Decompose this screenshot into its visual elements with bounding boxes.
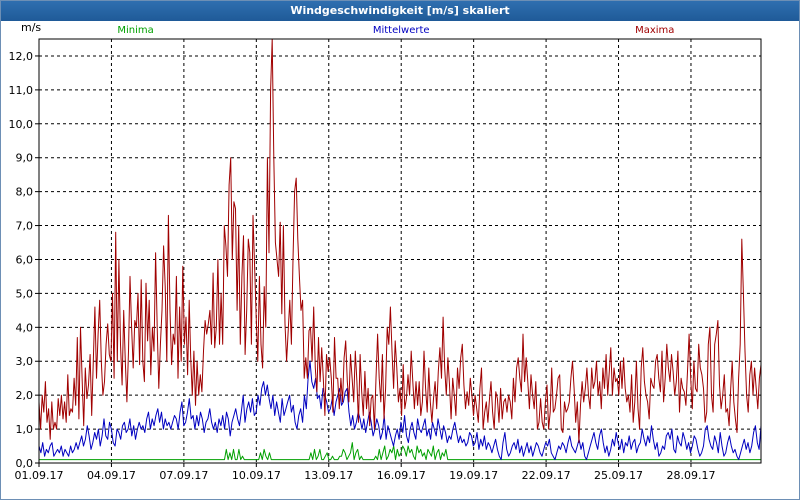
y-tick-label: 10,0 — [9, 118, 34, 131]
y-tick-label: 3,0 — [16, 355, 34, 368]
x-tick-label: 28.09.17 — [666, 469, 715, 482]
y-tick-label: 11,0 — [9, 84, 34, 97]
legend: Minima Mittelwerte Maxima — [117, 25, 674, 36]
window-title: Windgeschwindigkeit [m/s] skaliert — [1, 1, 799, 21]
y-tick-label: 8,0 — [16, 186, 34, 199]
y-axis-label: m/s — [21, 21, 41, 34]
y-tick-label: 2,0 — [16, 389, 34, 402]
y-tick-label: 4,0 — [16, 321, 34, 334]
x-ticks: 01.09.17 04.09.17 07.09.17 10.09.17 13.09.17… — [15, 463, 715, 482]
chart-svg: m/s 0,0 1,0 2,0 3,0 4,0 5,0 6,0 7,0 8,0 9,0 10,0 11… — [9, 21, 762, 482]
y-tick-label: 9,0 — [16, 152, 34, 165]
series-line-mittelwerte — [38, 360, 762, 461]
x-tick-label: 25.09.17 — [594, 469, 643, 482]
legend-item-mittelwerte: Mittelwerte — [373, 25, 430, 36]
x-tick-label: 16.09.17 — [377, 469, 426, 482]
y-ticks: 0,0 1,0 2,0 3,0 4,0 5,0 6,0 7,0 8,0 9,0 10,0 11,0 12… — [9, 50, 39, 470]
y-tick-label: 1,0 — [16, 423, 34, 436]
y-tick-label: 5,0 — [16, 287, 34, 300]
plot-frame — [38, 38, 762, 464]
legend-item-minima: Minima — [117, 25, 153, 36]
y-tick-label: 6,0 — [16, 253, 34, 266]
x-tick-label: 10.09.17 — [232, 469, 281, 482]
x-tick-label: 19.09.17 — [449, 469, 498, 482]
x-tick-label: 01.09.17 — [15, 469, 64, 482]
series-layer — [38, 38, 762, 461]
y-tick-label: 0,0 — [16, 457, 34, 470]
y-tick-label: 12,0 — [9, 50, 34, 63]
x-tick-label: 22.09.17 — [522, 469, 571, 482]
x-tick-label: 04.09.17 — [87, 469, 136, 482]
x-tick-label: 07.09.17 — [159, 469, 208, 482]
grid — [39, 39, 761, 463]
y-tick-label: 7,0 — [16, 220, 34, 233]
legend-item-maxima: Maxima — [635, 25, 674, 36]
series-line-maxima — [38, 38, 762, 444]
x-tick-label: 13.09.17 — [304, 469, 353, 482]
series-line-minima — [39, 442, 761, 461]
